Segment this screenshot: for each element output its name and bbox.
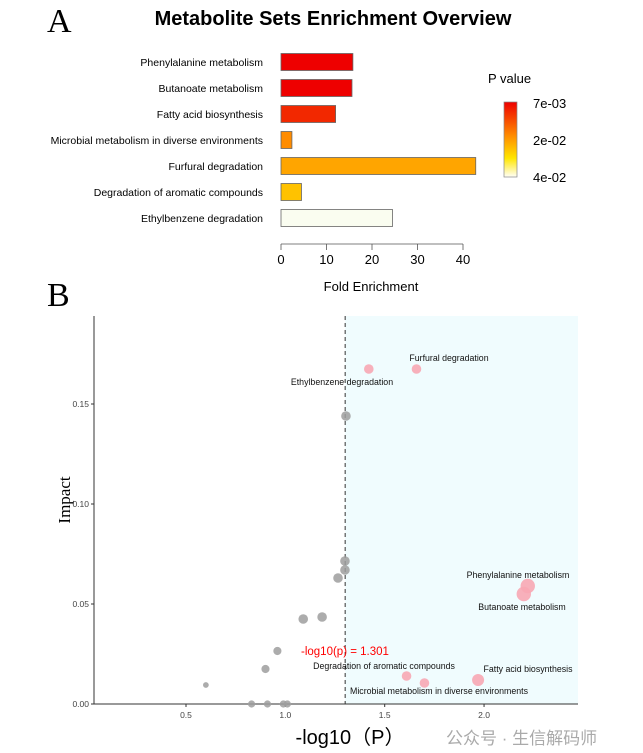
point-label: Microbial metabolism in diverse environm… <box>350 686 529 696</box>
x-tick-label: 0 <box>277 252 284 267</box>
significant-point <box>419 678 430 688</box>
bar <box>280 79 353 97</box>
y-tick-label: 0.15 <box>72 399 89 409</box>
chart-b-ylabel: Impact <box>55 476 74 523</box>
panel-label-a: A <box>47 3 72 40</box>
p-value-legend: P value 7e-03 2e-02 4e-02 <box>488 71 566 185</box>
y-tick-label: 0.05 <box>72 599 89 609</box>
watermark: 公众号 · 生信解码师 <box>446 729 597 748</box>
point <box>263 700 272 708</box>
legend-label-low: 4e-02 <box>533 170 566 185</box>
significant-point <box>364 364 374 374</box>
point-label: Furfural degradation <box>409 353 488 363</box>
legend-label-mid: 2e-02 <box>533 133 566 148</box>
x-tick-label: 30 <box>410 252 424 267</box>
bar-label: Microbial metabolism in diverse environm… <box>51 135 263 147</box>
panel-label-b: B <box>47 277 70 314</box>
x-tick-label: 0.5 <box>180 710 192 720</box>
chart-a-title: Metabolite Sets Enrichment Overview <box>155 8 512 30</box>
bar-label: Butanoate metabolism <box>159 83 264 95</box>
bar <box>280 131 293 149</box>
chart-b-xlabel: -log10（P） <box>296 726 405 749</box>
chart-a-xlabel: Fold Enrichment <box>324 279 419 294</box>
point-label: Phenylalanine metabolism <box>467 570 570 580</box>
point <box>341 411 351 421</box>
bar <box>280 105 336 123</box>
point <box>283 700 291 708</box>
bar-label: Degradation of aromatic compounds <box>94 187 263 199</box>
point <box>340 556 350 566</box>
bar <box>280 183 302 201</box>
significant-point <box>472 674 485 686</box>
bar-label: Fatty acid biosynthesis <box>157 109 263 121</box>
point-label: Butanoate metabolism <box>478 602 566 612</box>
point-label: Degradation of aromatic compounds <box>313 661 455 671</box>
significant-point <box>401 671 412 681</box>
x-tick-label: 10 <box>319 252 333 267</box>
point <box>202 682 209 688</box>
x-tick-label: 2.0 <box>478 710 490 720</box>
bar <box>280 53 354 71</box>
bar-label: Furfural degradation <box>168 161 263 173</box>
legend-title: P value <box>488 71 531 86</box>
x-tick-label: 20 <box>365 252 379 267</box>
legend-label-high: 7e-03 <box>533 96 566 111</box>
y-tick-label: 0.10 <box>72 499 89 509</box>
point <box>273 646 282 656</box>
bar-label: Phenylalanine metabolism <box>140 57 263 69</box>
bar <box>280 157 477 175</box>
bar <box>280 209 393 227</box>
x-tick-label: 40 <box>456 252 470 267</box>
point <box>261 664 270 674</box>
x-tick-label: 1.0 <box>279 710 291 720</box>
legend-gradient <box>503 101 518 178</box>
point <box>298 614 309 624</box>
y-tick-label: 0.00 <box>72 699 89 709</box>
bar-chart-a: Phenylalanine metabolism Butanoate metabo… <box>51 53 477 267</box>
scatter-chart-b: 0.5 1.0 1.5 2.0 0.00 0.05 0.10 0.15 -log10(p) = … <box>72 316 578 720</box>
point <box>340 565 350 575</box>
point <box>247 700 256 708</box>
significant-point <box>411 364 422 374</box>
x-tick-label: 1.5 <box>379 710 391 720</box>
point-label: Ethylbenzene degradation <box>291 377 393 387</box>
bar-label: Ethylbenzene degradation <box>141 213 263 225</box>
threshold-label: -log10(p) = 1.301 <box>301 646 389 658</box>
significance-region <box>345 316 578 704</box>
significant-point <box>516 586 531 602</box>
point <box>333 573 343 583</box>
point-label: Fatty acid biosynthesis <box>484 664 574 674</box>
point <box>317 612 327 622</box>
